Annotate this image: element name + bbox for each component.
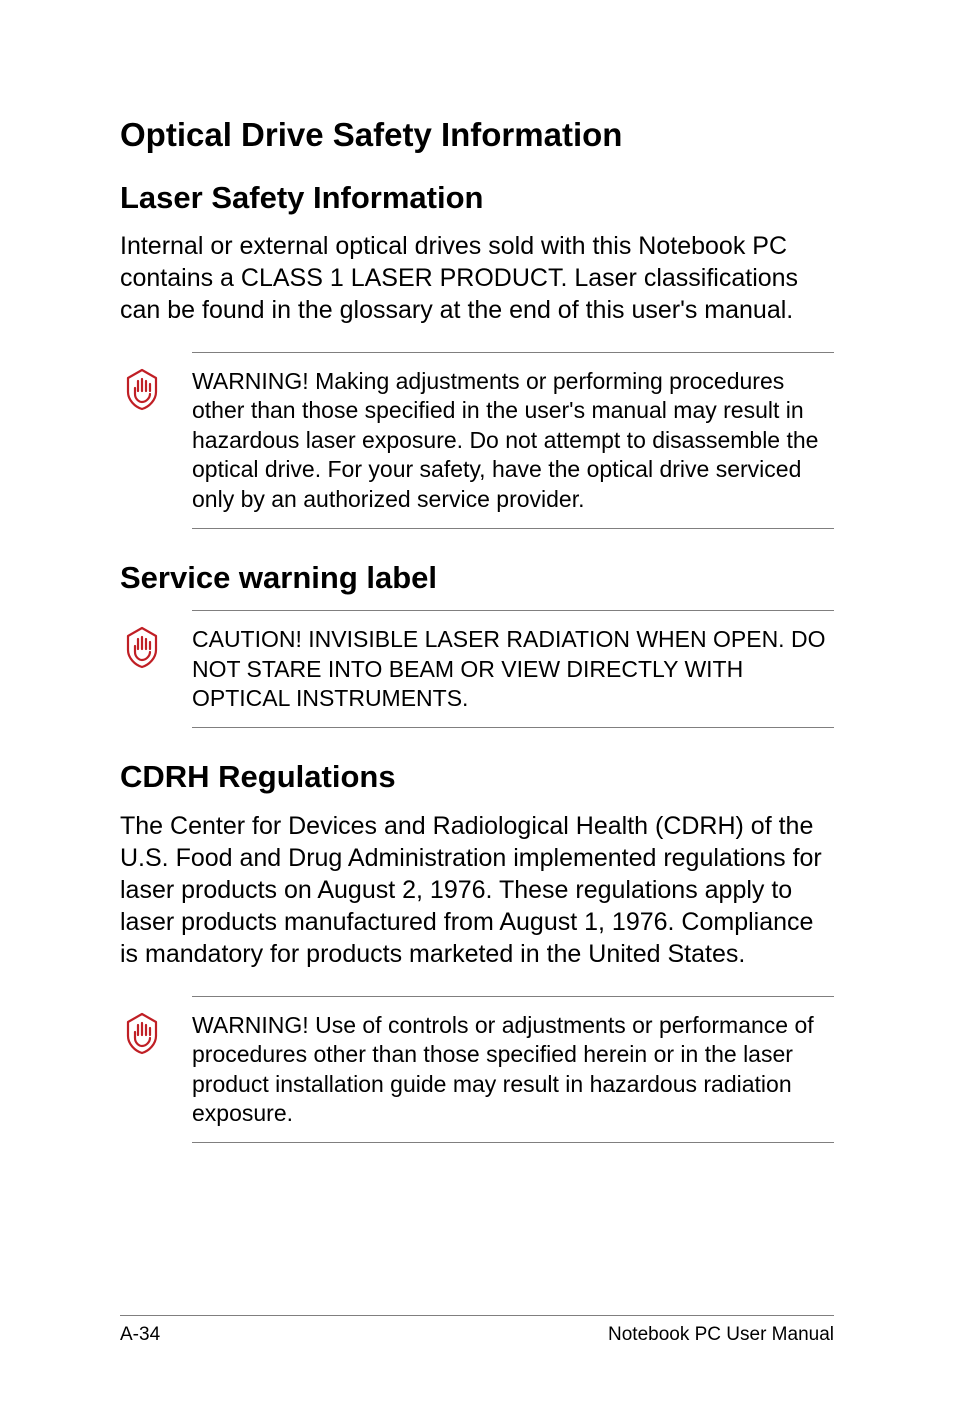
callout-cdrh-warning: WARNING! Use of controls or adjustments … <box>192 996 834 1144</box>
heading-service-warning: Service warning label <box>120 559 834 596</box>
body-laser-safety: Internal or external optical drives sold… <box>120 230 834 326</box>
callout-service-caution: CAUTION! INVISIBLE LASER RADIATION WHEN … <box>192 610 834 728</box>
page-footer: A-34 Notebook PC User Manual <box>120 1315 834 1346</box>
callout-text-cdrh-warning: WARNING! Use of controls or adjustments … <box>192 1011 834 1129</box>
callout-text-laser-warning: WARNING! Making adjustments or performin… <box>192 367 834 514</box>
warning-hand-icon <box>120 625 164 669</box>
callout-laser-warning: WARNING! Making adjustments or performin… <box>192 352 834 529</box>
footer-page-number: A-34 <box>120 1324 160 1346</box>
page: Optical Drive Safety Information Laser S… <box>0 0 954 1418</box>
warning-hand-icon <box>120 1011 164 1055</box>
body-cdrh: The Center for Devices and Radiological … <box>120 810 834 970</box>
callout-text-service-caution: CAUTION! INVISIBLE LASER RADIATION WHEN … <box>192 625 834 713</box>
footer-manual-title: Notebook PC User Manual <box>608 1324 834 1346</box>
heading-cdrh: CDRH Regulations <box>120 758 834 795</box>
warning-hand-icon <box>120 367 164 411</box>
heading-optical-drive-safety: Optical Drive Safety Information <box>120 115 834 155</box>
heading-laser-safety: Laser Safety Information <box>120 179 834 216</box>
